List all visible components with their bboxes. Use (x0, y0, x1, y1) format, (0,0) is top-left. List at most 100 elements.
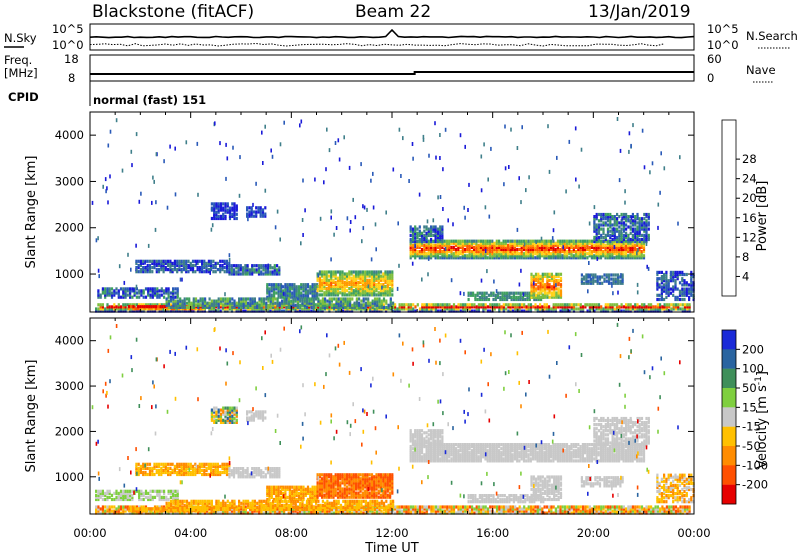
echo-cell (330, 287, 333, 291)
echo-cell (600, 233, 603, 237)
echo-cell (324, 305, 327, 309)
echo-cell (416, 241, 419, 245)
echo-cell (430, 245, 433, 249)
echo-cell (328, 307, 331, 311)
echo-cell (452, 505, 456, 509)
echo-cell (409, 305, 413, 309)
echo-cell (597, 219, 601, 223)
echo-cell (321, 270, 324, 274)
echo-cell (538, 247, 541, 252)
echo-cell (266, 272, 270, 276)
echo-cell (217, 309, 220, 313)
echo-cell (661, 307, 664, 311)
echo-cell (536, 307, 539, 311)
echo-cell (319, 301, 322, 305)
echo-cell (631, 212, 634, 217)
echo-cell (530, 272, 533, 276)
echo-cell (634, 307, 637, 311)
echo-cell (579, 250, 582, 254)
echo-cell (378, 305, 381, 309)
echo-cell (144, 270, 147, 274)
echo-cell (583, 281, 586, 285)
echo-cell (647, 233, 650, 237)
echo-cell (225, 266, 229, 270)
echo-cell (529, 254, 532, 258)
echo-cell (636, 221, 639, 225)
echo-cell (217, 303, 220, 307)
echo-cell (117, 295, 120, 299)
echo-cell (291, 287, 294, 291)
echo-cell (439, 245, 442, 249)
echo-cell (652, 305, 655, 309)
echo-cell (570, 252, 573, 256)
echo-cell (428, 307, 431, 311)
echo-scatter (232, 145, 234, 150)
echo-cell (294, 305, 297, 309)
echo-cell (292, 299, 295, 303)
echo-cell (286, 287, 289, 291)
echo-cell (379, 278, 383, 282)
echo-scatter (106, 186, 108, 191)
echo-cell (122, 295, 125, 299)
echo-cell (670, 303, 673, 307)
echo-cell (170, 299, 173, 303)
echo-cell (477, 247, 480, 252)
echo-cell (151, 289, 154, 293)
echo-cell (491, 256, 494, 260)
echo-cell (226, 299, 229, 303)
echo-cell (610, 277, 613, 281)
echo-cell (631, 307, 634, 311)
echo-cell (156, 291, 159, 295)
echo-cell (342, 305, 345, 309)
echo-cell (502, 250, 505, 254)
echo-cell (459, 305, 462, 309)
echo-cell (158, 293, 161, 297)
echo-cell (113, 505, 116, 509)
echo-cell (172, 301, 175, 305)
echo-cell (233, 299, 236, 303)
echo-cell (594, 279, 597, 283)
echo-cell (541, 243, 544, 247)
echo-cell (473, 256, 476, 260)
echo-scatter (508, 165, 510, 169)
echo-cell (638, 237, 641, 242)
echo-scatter (504, 166, 507, 171)
echo-cell (358, 297, 361, 301)
echo-cell (117, 505, 120, 509)
echo-cell (654, 307, 657, 311)
echo-cell (318, 284, 321, 289)
echo-cell (135, 266, 138, 270)
echo-cell (498, 239, 501, 243)
echo-cell (625, 305, 628, 309)
echo-cell (261, 208, 265, 212)
echo-scatter (98, 274, 100, 279)
echo-cell (355, 282, 358, 287)
echo-cell (462, 305, 465, 309)
echo-cell (334, 291, 337, 295)
echo-cell (230, 272, 233, 276)
echo-scatter (398, 127, 401, 132)
echo-cell (580, 277, 583, 281)
echo-scatter (411, 142, 414, 146)
echo-cell (357, 270, 360, 274)
echo-cell (205, 270, 208, 274)
echo-cell (167, 299, 170, 303)
echo-cell (434, 225, 437, 229)
echo-cell (443, 305, 446, 309)
echo-cell (113, 293, 116, 297)
echo-cell (475, 505, 478, 509)
echo-cell (350, 293, 353, 297)
echo-cell (259, 210, 262, 214)
echo-cell (328, 299, 331, 303)
echo-cell (498, 303, 501, 307)
echo-cell (240, 299, 243, 303)
echo-cell (584, 256, 587, 260)
echo-cell (481, 291, 484, 295)
echo-cell (520, 241, 523, 245)
echo-cell (334, 280, 337, 284)
echo-scatter (262, 161, 264, 165)
echo-cell (138, 291, 141, 295)
echo-cell (439, 256, 442, 260)
echo-scatter (621, 216, 623, 221)
echo-cell (572, 254, 575, 258)
